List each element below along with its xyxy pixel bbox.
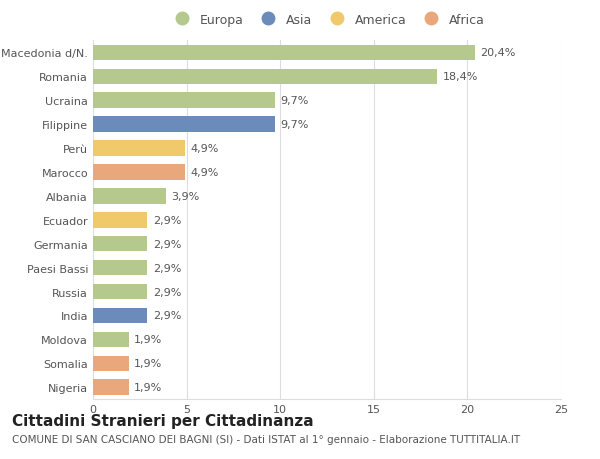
Legend: Europa, Asia, America, Africa: Europa, Asia, America, Africa: [164, 9, 490, 32]
Bar: [93, 213, 147, 228]
Text: 18,4%: 18,4%: [443, 72, 478, 82]
Bar: [93, 356, 128, 371]
Text: 2,9%: 2,9%: [153, 263, 181, 273]
Bar: [93, 380, 128, 395]
Bar: [93, 69, 437, 85]
Text: 2,9%: 2,9%: [153, 215, 181, 225]
Text: 1,9%: 1,9%: [134, 358, 163, 369]
Text: 9,7%: 9,7%: [280, 96, 308, 106]
Bar: [93, 117, 275, 133]
Bar: [93, 332, 128, 347]
Bar: [93, 260, 147, 276]
Bar: [93, 165, 185, 180]
Text: 4,9%: 4,9%: [190, 144, 219, 154]
Bar: [93, 189, 166, 204]
Bar: [93, 45, 475, 61]
Text: 2,9%: 2,9%: [153, 311, 181, 321]
Bar: [93, 308, 147, 324]
Bar: [93, 284, 147, 300]
Text: 2,9%: 2,9%: [153, 287, 181, 297]
Text: 4,9%: 4,9%: [190, 168, 219, 178]
Text: 1,9%: 1,9%: [134, 335, 163, 345]
Bar: [93, 93, 275, 109]
Text: 20,4%: 20,4%: [481, 48, 516, 58]
Bar: [93, 141, 185, 157]
Text: 9,7%: 9,7%: [280, 120, 308, 130]
Bar: [93, 236, 147, 252]
Text: COMUNE DI SAN CASCIANO DEI BAGNI (SI) - Dati ISTAT al 1° gennaio - Elaborazione : COMUNE DI SAN CASCIANO DEI BAGNI (SI) - …: [12, 434, 520, 444]
Text: 1,9%: 1,9%: [134, 382, 163, 392]
Text: 2,9%: 2,9%: [153, 239, 181, 249]
Text: 3,9%: 3,9%: [172, 191, 200, 202]
Text: Cittadini Stranieri per Cittadinanza: Cittadini Stranieri per Cittadinanza: [12, 413, 314, 428]
